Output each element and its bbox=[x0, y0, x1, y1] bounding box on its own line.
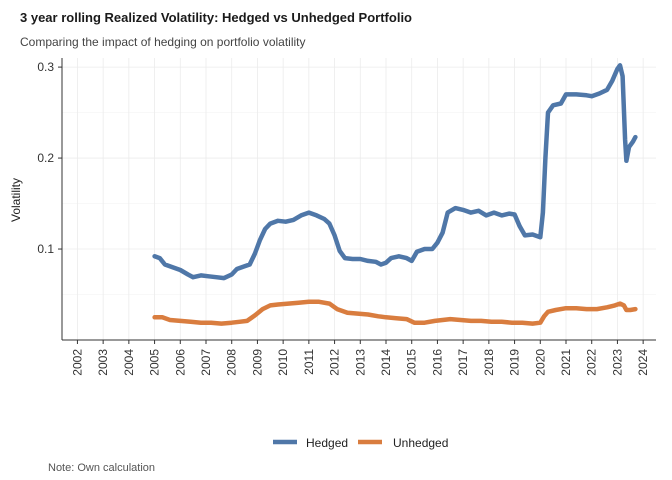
x-tick-label: 2016 bbox=[430, 349, 444, 376]
chart-caption: Note: Own calculation bbox=[48, 462, 155, 474]
x-tick-label: 2013 bbox=[353, 349, 367, 376]
x-tick-label: 2002 bbox=[70, 349, 84, 376]
x-tick-label: 2006 bbox=[173, 349, 187, 376]
x-tick-label: 2011 bbox=[302, 349, 316, 375]
legend: Hedged Unhedged bbox=[273, 436, 448, 450]
chart-title: 3 year rolling Realized Volatility: Hedg… bbox=[20, 10, 412, 25]
y-ticks: 0.1 0.2 0.3 bbox=[37, 60, 62, 256]
legend-label-unhedged: Unhedged bbox=[393, 436, 448, 450]
series-lines bbox=[152, 63, 638, 326]
x-tick-label: 2008 bbox=[225, 349, 239, 376]
y-axis-label: Volatility bbox=[9, 178, 23, 222]
x-tick-label: 2021 bbox=[559, 349, 573, 376]
x-tick-label: 2009 bbox=[250, 349, 264, 376]
x-tick-label: 2024 bbox=[636, 349, 650, 376]
x-tick-label: 2023 bbox=[610, 349, 624, 376]
grid bbox=[62, 58, 656, 340]
y-tick-label: 0.1 bbox=[37, 242, 54, 256]
x-tick-label: 2015 bbox=[405, 349, 419, 376]
x-tick-label: 2019 bbox=[508, 349, 522, 376]
x-tick-label: 2004 bbox=[122, 349, 136, 376]
x-tick-label: 2003 bbox=[96, 349, 110, 376]
axes bbox=[61, 58, 656, 341]
x-tick-label: 2014 bbox=[379, 349, 393, 376]
series-line-unhedged bbox=[152, 299, 638, 326]
y-tick-label: 0.3 bbox=[37, 60, 54, 74]
series-line-hedged bbox=[152, 63, 638, 281]
chart-subtitle: Comparing the impact of hedging on portf… bbox=[20, 35, 306, 49]
x-tick-label: 2018 bbox=[482, 349, 496, 376]
x-tick-label: 2020 bbox=[533, 349, 547, 376]
x-ticks: 2002 2003 2004 2005 2006 2007 2008 2009 2010 2011… bbox=[70, 340, 650, 376]
x-tick-label: 2007 bbox=[199, 349, 213, 376]
x-tick-label: 2017 bbox=[456, 349, 470, 376]
x-tick-label: 2022 bbox=[585, 349, 599, 376]
legend-label-hedged: Hedged bbox=[306, 436, 348, 450]
y-tick-label: 0.2 bbox=[37, 151, 54, 165]
x-tick-label: 2010 bbox=[276, 349, 290, 376]
x-tick-label: 2012 bbox=[328, 349, 342, 376]
x-tick-label: 2005 bbox=[148, 349, 162, 376]
